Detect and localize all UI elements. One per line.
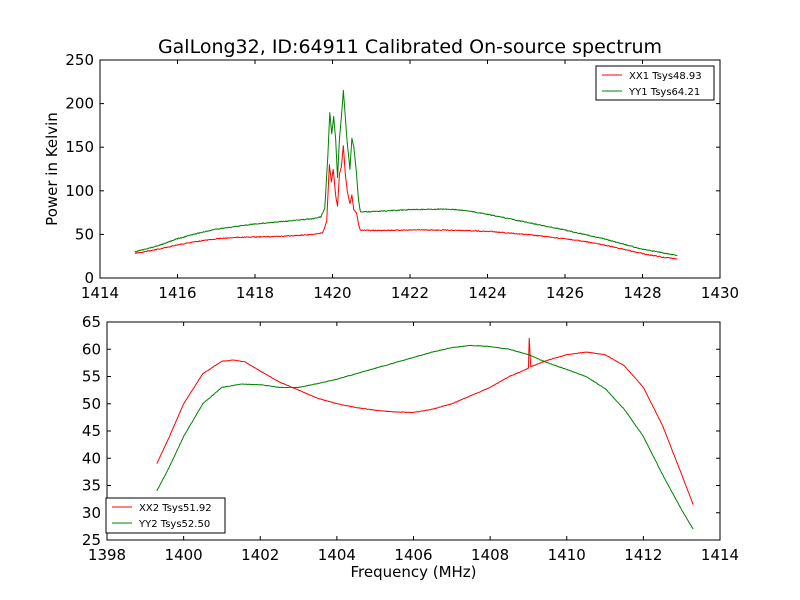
legend-entry: XX2 Tsys51.92	[139, 503, 212, 514]
x-tick-label: 1416	[158, 284, 196, 302]
x-tick-label: 1414	[81, 284, 119, 302]
y-tick-label: 60	[82, 340, 101, 358]
y-tick-label: 30	[82, 504, 101, 522]
x-tick-label: 1404	[318, 546, 356, 564]
series-line-1-2	[134, 89, 678, 257]
x-axis-label: Frequency (MHz)	[350, 563, 476, 581]
series-line-2-1	[156, 337, 694, 505]
x-tick-label: 1402	[241, 546, 279, 564]
x-tick-label: 1398	[88, 546, 126, 564]
x-tick-label: 1418	[236, 284, 274, 302]
x-tick-label: 1414	[701, 546, 739, 564]
y-tick-label: 150	[65, 138, 94, 156]
y-tick-label: 45	[82, 422, 101, 440]
y-tick-label: 25	[82, 531, 101, 549]
y-tick-label: 200	[65, 95, 94, 113]
x-tick-label: 1406	[394, 546, 432, 564]
y-tick-label: 35	[82, 477, 101, 495]
x-tick-label: 1408	[471, 546, 509, 564]
bottom-spectrum-panel: 1398 1400 1402 1404 1406 1408 1410 1412 1414 25 30…	[82, 313, 739, 581]
y-tick-label: 250	[65, 51, 94, 69]
y-tick-label: 50	[82, 395, 101, 413]
x-tick-label: 1420	[313, 284, 351, 302]
x-tick-label: 1412	[624, 546, 662, 564]
legend-entry: YY2 Tsys52.50	[138, 519, 210, 530]
series-line-2-2	[156, 344, 694, 530]
y-tick-label: 65	[82, 313, 101, 331]
x-tick-label: 1424	[468, 284, 506, 302]
legend-box	[105, 497, 226, 534]
legend-2: XX2 Tsys51.92 YY2 Tsys52.50	[105, 497, 226, 534]
x-tick-label: 1430	[701, 284, 739, 302]
x-tick-label: 1422	[391, 284, 429, 302]
x-tick-label: 1400	[165, 546, 203, 564]
y-tick-label: 50	[75, 225, 94, 243]
figure-title: GalLong32, ID:64911 Calibrated On-source…	[158, 36, 662, 58]
y-axis-label: Power in Kelvin	[43, 112, 61, 226]
series-line-1-1	[134, 145, 678, 260]
x-tick-label: 1426	[546, 284, 584, 302]
x-tick-label: 1410	[548, 546, 586, 564]
x-tick-label: 1428	[623, 284, 661, 302]
y-tick-label: 0	[84, 269, 94, 287]
legend-box	[595, 65, 715, 101]
y-tick-label: 55	[82, 368, 101, 386]
y-tick-label: 40	[82, 449, 101, 467]
legend-entry: YY1 Tsys64.21	[628, 87, 700, 98]
legend-1: XX1 Tsys48.93 YY1 Tsys64.21	[595, 65, 715, 101]
top-spectrum-panel: 1414 1416 1418 1420 1422 1424 1426 1428 1430 0 50 1…	[43, 51, 739, 302]
legend-entry: XX1 Tsys48.93	[629, 71, 702, 82]
y-tick-label: 100	[65, 182, 94, 200]
